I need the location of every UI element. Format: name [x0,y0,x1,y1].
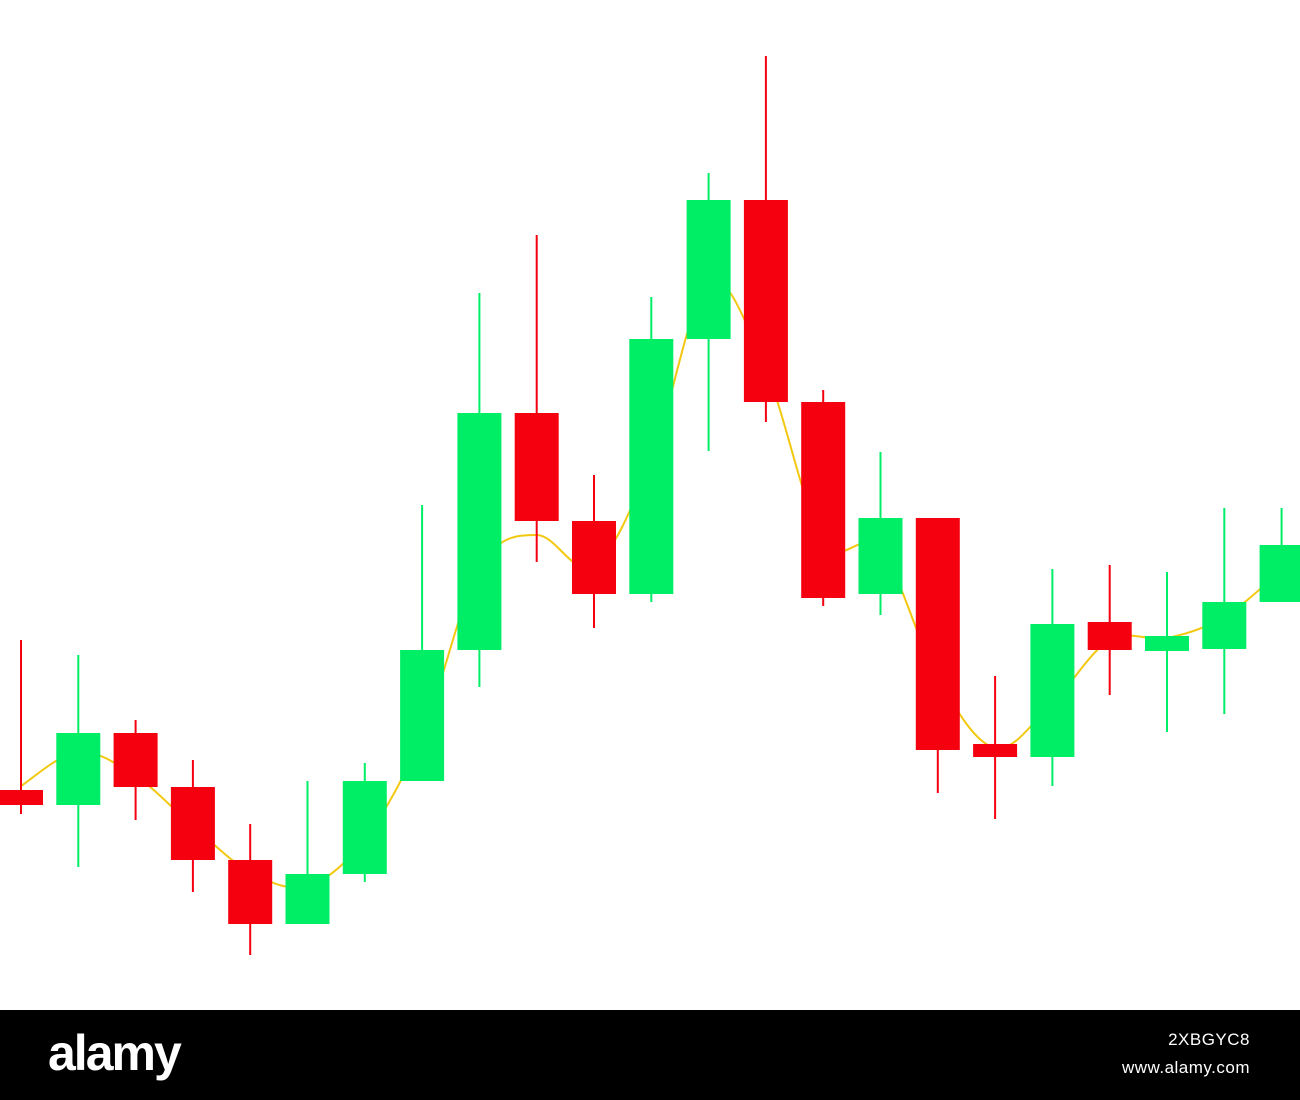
candle-body [915,518,960,750]
candle-bullish [56,655,101,867]
chart-canvas [0,56,1300,955]
candle-body [285,874,330,924]
candlestick-chart [0,56,1300,955]
candle-body [629,339,674,594]
candles-layer [0,56,1300,955]
candle-body [457,413,502,650]
candle-body [1087,622,1132,650]
candle-body [801,402,846,598]
candle-bullish [1259,508,1300,602]
candle-bullish [1145,572,1189,732]
candle-bullish [457,293,502,687]
candle-body [1202,602,1247,649]
candle-bearish [228,824,273,955]
candle-bearish [1087,565,1132,695]
candle-bullish [342,763,387,882]
candle-bearish [973,676,1018,819]
candle-body [743,200,788,402]
candle-body [1030,624,1075,757]
candle-body [572,521,616,594]
candle-body [228,860,273,924]
image-id: 2XBGYC8 [1168,1030,1250,1049]
candle-body [1145,636,1189,651]
candle-bullish [858,452,903,615]
candle-body [342,781,387,874]
candle-bullish [629,297,674,602]
candle-bearish [915,518,960,793]
candle-body [113,733,158,787]
candle-bearish [743,56,788,422]
brand-url: www.alamy.com [1121,1058,1250,1077]
candle-bearish [801,390,846,606]
candle-body [170,787,215,860]
candle-bullish [1202,508,1247,714]
candle-body [56,733,101,805]
watermark-footer: alamy 2XBGYC8 www.alamy.com [0,1010,1300,1100]
candle-bullish [400,505,445,781]
candle-bearish [514,235,559,562]
candle-body [400,650,445,781]
candle-bearish [113,720,158,820]
candle-bullish [285,781,330,924]
brand-logo: alamy [48,1025,182,1081]
candle-bearish [572,475,616,628]
candle-bullish [1030,569,1075,786]
candle-body [858,518,903,594]
candle-body [1259,545,1300,602]
candle-body [973,744,1018,757]
candle-body [0,790,43,805]
candle-body [686,200,731,339]
candle-bearish [0,640,43,814]
candle-body [514,413,559,521]
candle-bullish [686,173,731,451]
candle-bearish [170,760,215,892]
